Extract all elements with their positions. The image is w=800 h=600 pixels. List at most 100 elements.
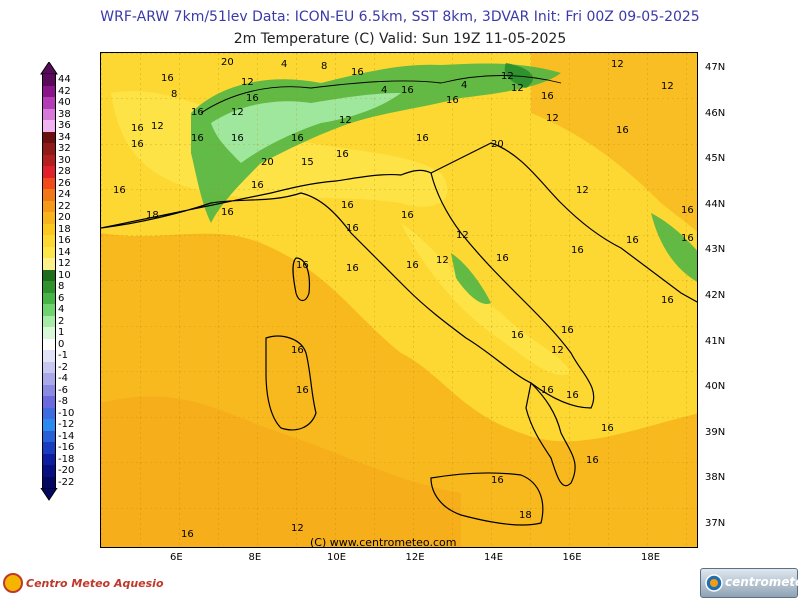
scale-label: 1: [58, 327, 65, 338]
scale-label: -20: [58, 465, 75, 476]
scale-label: 36: [58, 120, 71, 131]
scale-label: 42: [58, 85, 71, 97]
contour-label: 16: [491, 475, 504, 486]
latitude-label: 38N: [705, 472, 726, 484]
contour-label: 16: [511, 330, 524, 341]
longitude-label: 6E: [170, 552, 183, 563]
contour-label: 16: [601, 423, 614, 434]
contour-label: 8: [321, 61, 327, 72]
contour-label: 16: [566, 390, 579, 401]
contour-label: 18: [519, 510, 532, 521]
map-canvas: 2016412816161248161612121216161212412161…: [101, 53, 697, 547]
scale-label: 14: [58, 246, 71, 258]
scale-label: 30: [58, 154, 71, 166]
lat-lon-grid: [101, 53, 697, 547]
contour-label: 16: [496, 253, 509, 264]
contour-label: 16: [571, 245, 584, 256]
scale-swatch: [42, 131, 56, 143]
scale-swatch: [42, 419, 56, 431]
scale-label: 24: [58, 189, 71, 200]
scale-swatch: [42, 315, 56, 327]
contour-label: 16: [336, 149, 349, 160]
contour-label: 16: [296, 385, 309, 396]
contour-label: 16: [681, 205, 694, 216]
scale-label: -6: [58, 384, 68, 396]
scale-swatch: [42, 476, 56, 488]
contour-label: 12: [231, 107, 244, 118]
contour-label: 12: [611, 59, 624, 70]
contour-label: 16: [616, 125, 629, 136]
scale-label: 44: [58, 74, 71, 85]
scale-label: 40: [58, 97, 71, 108]
scale-label: 20: [58, 212, 71, 223]
contour-label: 16: [191, 107, 204, 118]
scale-label: -16: [58, 442, 75, 453]
color-scale-legend: 44 42 40 38 36 34 32 30 28 26 24 22 20 18 16 14 12 10 8 6 4 2…: [36, 62, 96, 548]
scale-label: 16: [58, 235, 71, 246]
scale-label: -12: [58, 419, 75, 430]
contour-label: 16: [346, 223, 359, 234]
contour-label: 16: [346, 263, 359, 274]
contour-label: 12: [456, 230, 469, 241]
scale-label: -8: [58, 396, 68, 407]
coastline-italy-north: [101, 169, 595, 409]
scale-label: -4: [58, 373, 68, 384]
scale-swatch: [42, 97, 56, 109]
scale-swatch: [42, 384, 56, 396]
scale-swatch: [42, 281, 56, 293]
contour-label: 12: [511, 83, 524, 94]
contour-label: 12: [501, 71, 514, 82]
latitude-label: 37N: [705, 518, 726, 529]
scale-label: -10: [58, 407, 75, 419]
scale-swatch: [42, 246, 56, 258]
scale-swatch: [42, 292, 56, 304]
contour-label: 16: [351, 67, 364, 78]
scale-label: 38: [58, 108, 71, 120]
contour-label: 16: [586, 455, 599, 466]
scale-label: 0: [58, 338, 65, 350]
contour-label: 16: [446, 95, 459, 106]
coastline-calabria: [525, 381, 576, 487]
longitude-label: 18E: [641, 552, 661, 563]
right-logo-text: centrometeo: [725, 575, 800, 589]
contour-label: 16: [291, 133, 304, 144]
copyright-notice: (C) www.centrometeo.com: [310, 536, 457, 549]
right-logo[interactable]: centrometeo: [700, 568, 800, 598]
longitude-label: 10E: [327, 552, 347, 563]
scale-swatch: [42, 154, 56, 166]
scale-label: 34: [58, 131, 71, 143]
contour-label: 16: [681, 233, 694, 244]
contour-label: 16: [113, 185, 126, 196]
contour-label: 16: [291, 345, 304, 356]
contour-label: 16: [161, 73, 174, 84]
contour-label: 16: [661, 295, 674, 306]
contour-label: 12: [241, 77, 254, 88]
scale-swatch: [42, 200, 56, 212]
scale-label: -14: [58, 430, 75, 442]
contour-label: 16: [246, 93, 259, 104]
scale-label: -22: [58, 476, 75, 488]
scale-swatch: [42, 430, 56, 442]
scale-label: -18: [58, 453, 75, 465]
contour-label: 16: [341, 200, 354, 211]
contour-label: 4: [381, 85, 387, 96]
contour-label: 12: [546, 113, 559, 124]
scale-label: 12: [58, 258, 71, 269]
scale-swatch: [42, 143, 56, 155]
contour-label: 12: [436, 255, 449, 266]
coastline-corsica: [292, 257, 311, 302]
contour-label: 8: [171, 89, 177, 100]
contour-label: 16: [131, 139, 144, 150]
contour-label: 16: [231, 133, 244, 144]
scale-label: 22: [58, 200, 71, 212]
contour-label: 12: [576, 185, 589, 196]
contour-label: 20: [261, 157, 274, 168]
coastline-sicily: [430, 472, 544, 526]
scale-label: 28: [58, 166, 71, 177]
longitude-label: 16E: [562, 552, 582, 563]
scale-swatch: [42, 85, 56, 97]
scale-swatch: [42, 350, 56, 362]
scale-swatch: [42, 223, 56, 235]
contour-label: 15: [301, 157, 314, 168]
scale-swatch: [42, 189, 56, 201]
